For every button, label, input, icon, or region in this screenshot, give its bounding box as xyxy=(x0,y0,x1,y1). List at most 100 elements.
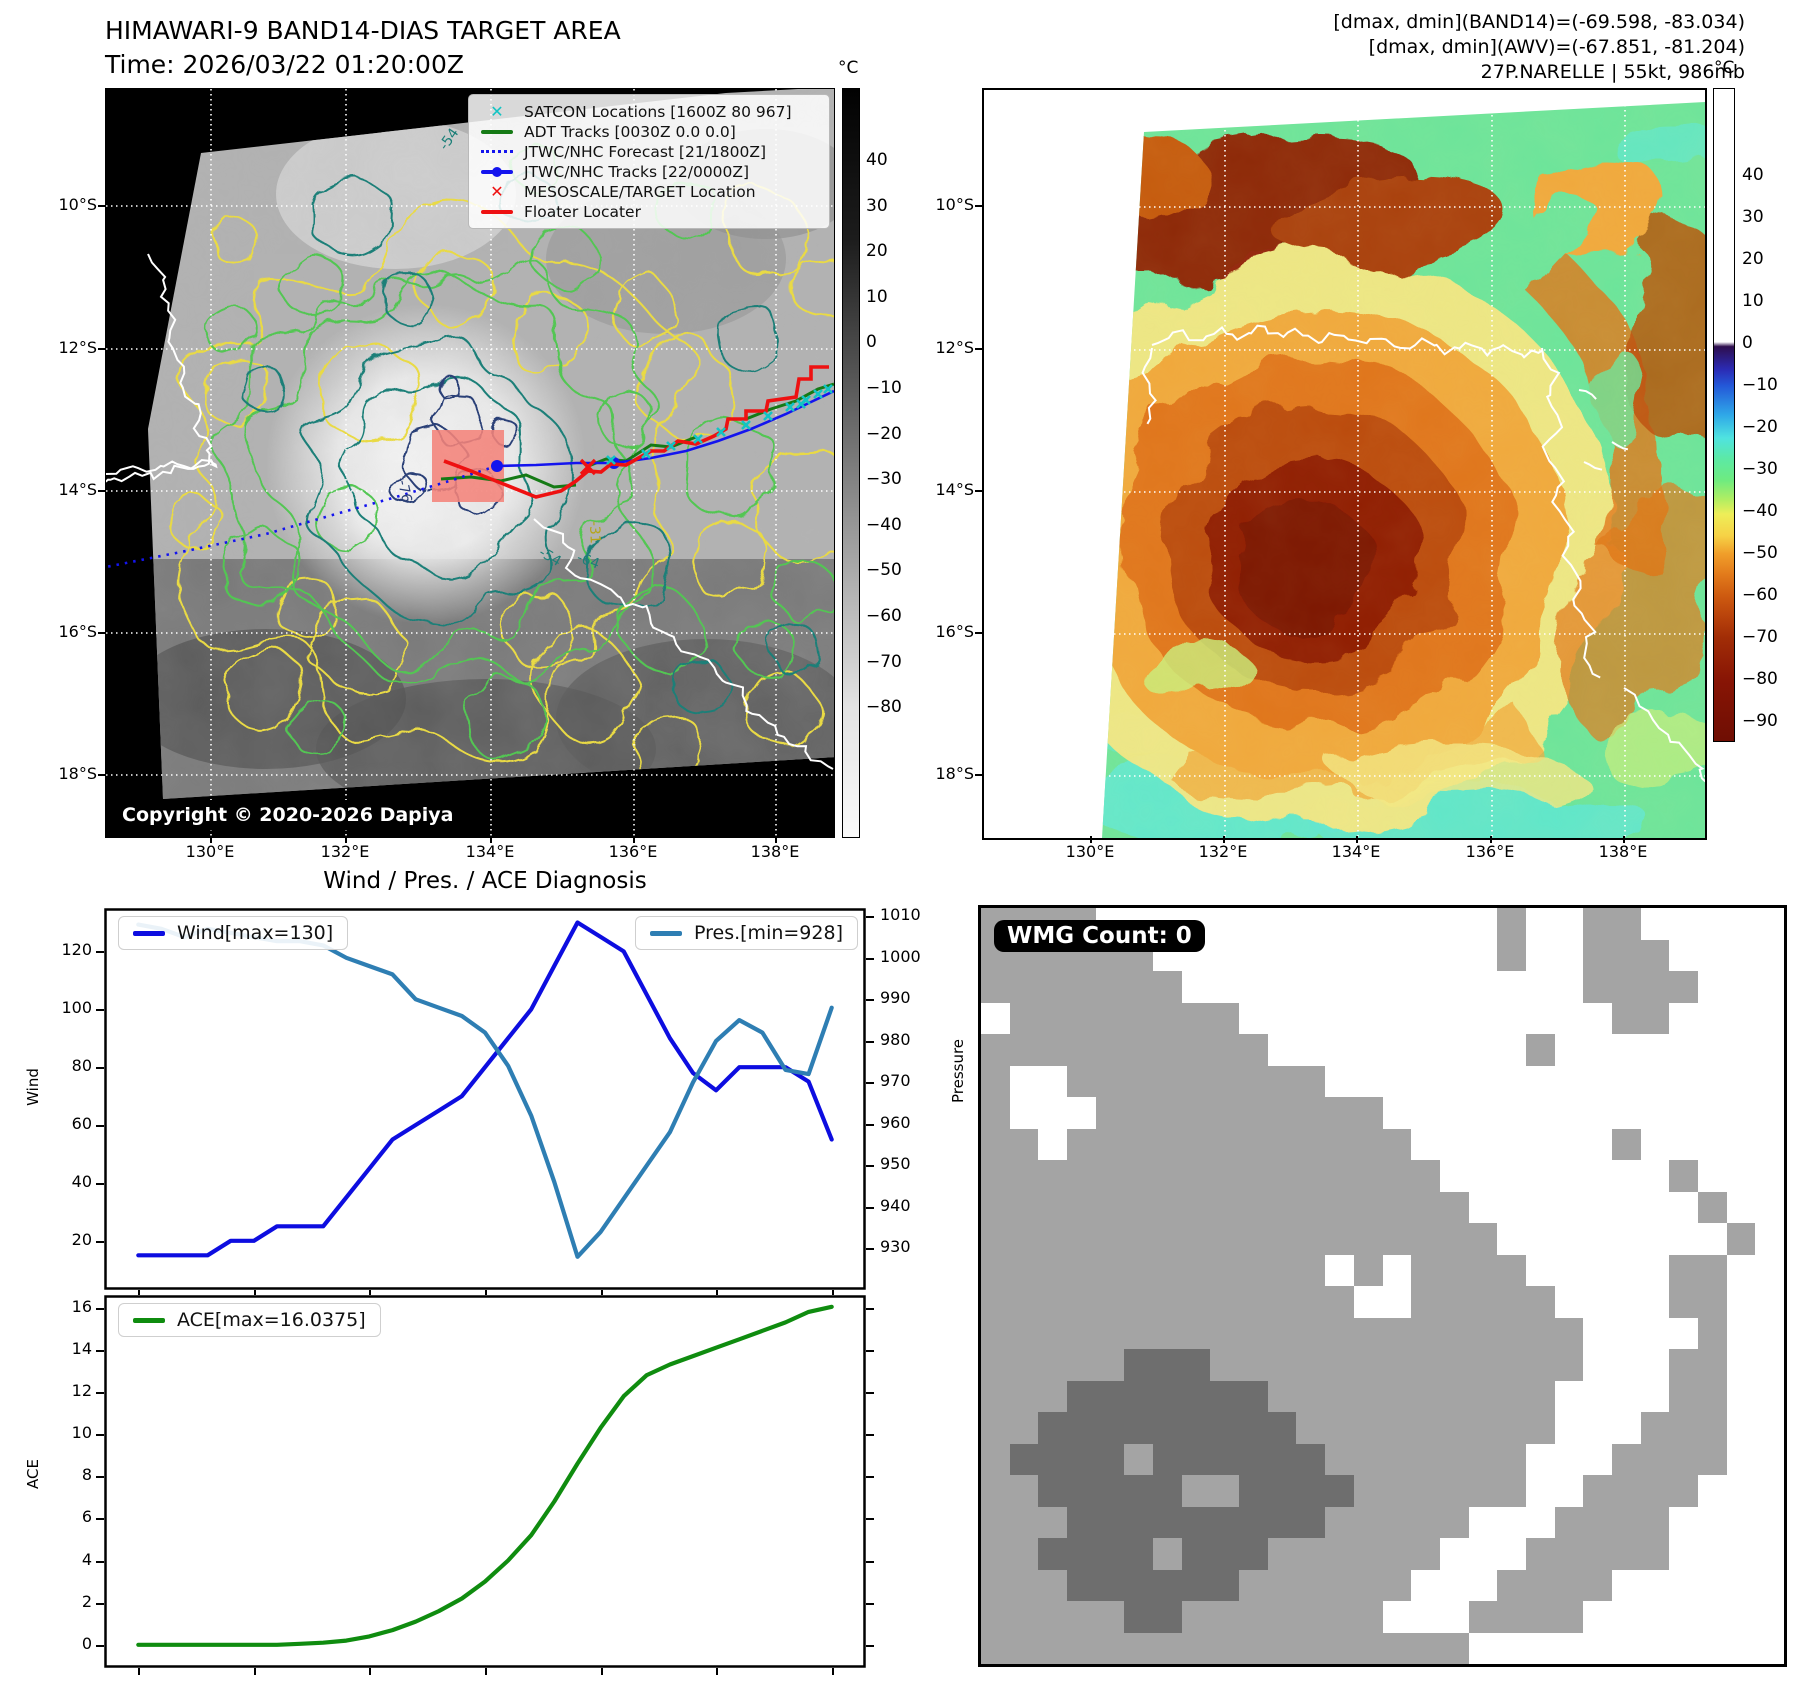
wmg-cell xyxy=(1411,1254,1440,1286)
wmg-cell xyxy=(1325,1065,1354,1097)
awv-colorbar-tick-label: −10 xyxy=(1742,375,1778,395)
wmg-cell xyxy=(1153,1097,1182,1129)
wmg-cell xyxy=(1611,1223,1641,1255)
wmg-cell xyxy=(1640,1380,1670,1412)
wmg-cell xyxy=(1611,1317,1641,1349)
wmg-cell xyxy=(1497,1034,1526,1066)
wmg-cell xyxy=(1124,1254,1154,1286)
wmg-cell xyxy=(1755,1002,1784,1034)
wind-y-tick-label: 120 xyxy=(61,940,92,960)
band14-y-tick xyxy=(98,348,105,350)
ace-y-tick-label: 10 xyxy=(71,1423,92,1443)
band14-y-tick xyxy=(98,774,105,776)
wmg-cell xyxy=(1239,1412,1268,1444)
ace-legend: ACE[max=16.0375] xyxy=(118,1303,381,1337)
ace-y-tick xyxy=(96,1602,104,1605)
pressure-legend-label: Pres.[min=928] xyxy=(694,922,843,944)
band14-colorbar-tick-label: 40 xyxy=(866,150,888,170)
wmg-cell xyxy=(1411,1191,1440,1223)
wmg-cell xyxy=(1382,1317,1412,1349)
wmg-cell xyxy=(981,1034,1010,1066)
wmg-cell xyxy=(1583,1223,1612,1255)
pressure-y-tick-label: 990 xyxy=(880,988,911,1008)
band14-y-tick xyxy=(98,632,105,634)
pressure-y-tick-label: 970 xyxy=(880,1071,911,1091)
wmg-cell xyxy=(1153,1317,1182,1349)
wmg-cell xyxy=(1640,1097,1670,1129)
awv-header-line3: 27P.NARELLE | 55kt, 986mb xyxy=(1480,61,1745,83)
awv-x-tick-label: 136°E xyxy=(1465,842,1515,861)
map-legend: ✕ SATCON Locations [1600Z 80 967] ADT Trac… xyxy=(468,94,830,229)
wmg-cell xyxy=(1554,939,1584,971)
band14-x-tick xyxy=(775,836,777,843)
ace-y-tick-right xyxy=(866,1476,874,1479)
wmg-cell xyxy=(1439,1601,1469,1633)
wmg-cell xyxy=(1697,1601,1727,1633)
wmg-cell xyxy=(1325,1569,1354,1601)
wmg-cell xyxy=(1210,1002,1240,1034)
wmg-cell xyxy=(1239,1475,1268,1507)
wmg-cell xyxy=(1124,1002,1154,1034)
wmg-cell xyxy=(1153,1601,1182,1633)
wmg-cell xyxy=(1640,1538,1670,1570)
wmg-cell xyxy=(1611,939,1641,971)
wmg-cell xyxy=(1697,1128,1727,1160)
wmg-cell xyxy=(1640,1443,1670,1475)
wmg-cell xyxy=(1669,939,1698,971)
wmg-cell xyxy=(1554,1632,1584,1664)
wmg-cell xyxy=(1038,1254,1068,1286)
wmg-cell xyxy=(981,1538,1010,1570)
wmg-cell xyxy=(1439,971,1469,1003)
wmg-cell xyxy=(1124,1506,1154,1538)
wmg-cell xyxy=(1640,1412,1670,1444)
wmg-cell xyxy=(1267,1191,1297,1223)
wmg-cell xyxy=(1038,1034,1068,1066)
wmg-cell xyxy=(1554,1380,1584,1412)
wmg-cell xyxy=(1267,1538,1297,1570)
wmg-cell xyxy=(1468,1065,1498,1097)
wmg-cell xyxy=(1497,1380,1526,1412)
wmg-cell xyxy=(1554,1601,1584,1633)
wmg-cell xyxy=(1525,1097,1555,1129)
map-legend-item: ✕ SATCON Locations [1600Z 80 967] xyxy=(479,102,819,121)
mesoscale-target-marker xyxy=(579,458,597,476)
wmg-cell xyxy=(1009,1506,1039,1538)
wmg-cell xyxy=(1038,1506,1068,1538)
wmg-cell xyxy=(1009,971,1039,1003)
wmg-cell xyxy=(1009,1380,1039,1412)
awv-x-tick xyxy=(1223,836,1225,843)
contour-label: -76 xyxy=(394,479,414,505)
wmg-cell xyxy=(1181,1632,1211,1664)
wmg-cell xyxy=(1726,1349,1756,1381)
wmg-cell xyxy=(1497,1538,1526,1570)
wmg-cell xyxy=(1095,1002,1125,1034)
awv-colorbar-tick-label: 20 xyxy=(1742,249,1764,269)
band14-y-tick-label: 12°S xyxy=(58,338,97,357)
wmg-cell xyxy=(1239,1380,1268,1412)
wmg-cell xyxy=(1181,1443,1211,1475)
wmg-cell xyxy=(1697,1002,1727,1034)
wmg-cell xyxy=(1009,1349,1039,1381)
wmg-cell xyxy=(1181,1317,1211,1349)
wmg-cell xyxy=(1411,1380,1440,1412)
wind-y-tick xyxy=(96,1125,104,1128)
wmg-cell xyxy=(1554,1002,1584,1034)
wmg-cell xyxy=(1009,1286,1039,1318)
wmg-cell xyxy=(1669,1317,1698,1349)
wmg-cell xyxy=(1611,1475,1641,1507)
wind-x-tick xyxy=(253,1290,256,1295)
wmg-cell xyxy=(1611,1128,1641,1160)
wmg-cell xyxy=(1181,1160,1211,1192)
wmg-cell xyxy=(1353,939,1383,971)
wmg-cell xyxy=(1439,1097,1469,1129)
wmg-cell xyxy=(1353,971,1383,1003)
awv-map-panel xyxy=(982,88,1707,840)
wmg-cell xyxy=(1325,971,1354,1003)
awv-colorbar-tick-label: 40 xyxy=(1742,165,1764,185)
wmg-cell xyxy=(1439,1632,1469,1664)
wmg-cell xyxy=(1755,1191,1784,1223)
wmg-cell xyxy=(1755,1506,1784,1538)
band14-map-panel: -54 -76 -64 -54 -31 ✕ SATCON Locations [1600Z… xyxy=(104,87,836,838)
wmg-cell xyxy=(1325,1160,1354,1192)
wmg-cell xyxy=(1525,1254,1555,1286)
